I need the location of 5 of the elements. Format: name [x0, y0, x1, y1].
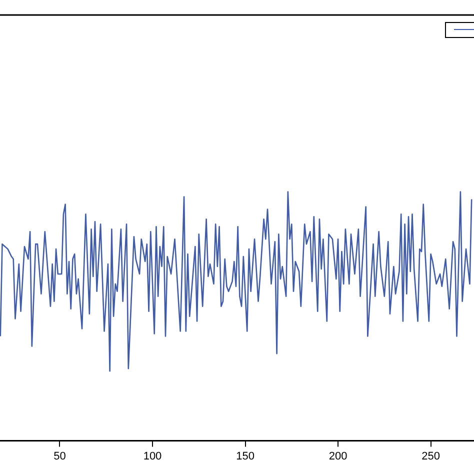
- x-tick-label: 50: [54, 450, 66, 462]
- x-tick-label: 200: [328, 450, 348, 462]
- x-tick-label: 150: [236, 450, 254, 462]
- x-tick-label: 250: [422, 450, 440, 462]
- x-tick-label: 100: [143, 450, 162, 462]
